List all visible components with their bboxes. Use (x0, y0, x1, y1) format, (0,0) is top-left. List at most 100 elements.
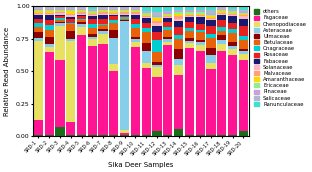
Bar (120, 20, 129, 21)
Bar (131, 24, 140, 28)
Bar (239, 40, 248, 49)
Bar (142, 23, 151, 28)
Bar (239, 6, 248, 10)
Bar (207, 135, 216, 136)
Bar (120, 21, 129, 130)
Bar (109, 7, 119, 9)
Bar (34, 13, 43, 14)
Bar (34, 27, 43, 32)
Bar (55, 26, 65, 60)
Bar (142, 17, 151, 18)
Bar (217, 44, 227, 51)
Bar (163, 12, 173, 14)
Bar (239, 25, 248, 36)
Bar (99, 19, 108, 24)
Bar (109, 135, 119, 136)
Bar (55, 10, 65, 11)
Bar (45, 7, 54, 9)
Bar (217, 13, 227, 14)
Bar (228, 6, 237, 9)
Bar (142, 43, 151, 51)
Bar (131, 36, 140, 39)
Bar (207, 18, 216, 19)
Bar (142, 68, 151, 135)
Bar (45, 15, 54, 20)
Bar (77, 28, 86, 35)
Bar (207, 34, 216, 38)
Bar (239, 51, 248, 54)
Bar (153, 52, 162, 62)
Bar (174, 65, 183, 75)
Bar (34, 19, 43, 23)
Bar (131, 135, 140, 136)
Bar (66, 31, 75, 39)
Bar (120, 14, 129, 15)
Bar (131, 9, 140, 10)
Bar (153, 18, 162, 21)
Bar (77, 7, 86, 9)
Bar (55, 13, 65, 15)
Bar (185, 10, 194, 11)
Bar (207, 16, 216, 18)
Bar (77, 135, 86, 136)
Bar (66, 122, 75, 135)
Bar (99, 29, 108, 31)
Bar (88, 24, 97, 28)
Bar (120, 16, 129, 17)
Bar (109, 64, 119, 71)
Bar (66, 135, 75, 136)
Bar (99, 24, 108, 25)
Bar (142, 6, 151, 11)
Bar (34, 120, 43, 135)
Bar (34, 15, 43, 19)
Bar (174, 16, 183, 19)
Bar (217, 40, 227, 44)
Bar (174, 11, 183, 12)
Bar (131, 11, 140, 13)
Bar (228, 10, 237, 11)
Bar (55, 9, 65, 10)
Bar (55, 22, 65, 23)
Bar (163, 18, 173, 22)
Bar (99, 6, 108, 7)
Bar (207, 55, 216, 63)
Bar (217, 20, 227, 27)
Bar (174, 21, 183, 28)
Bar (142, 28, 151, 32)
Bar (99, 31, 108, 34)
Bar (99, 11, 108, 12)
Bar (239, 49, 248, 51)
Bar (45, 37, 54, 44)
Bar (207, 19, 216, 20)
Bar (120, 9, 129, 10)
Bar (196, 45, 205, 51)
Bar (228, 49, 237, 55)
Bar (88, 28, 97, 34)
Bar (153, 62, 162, 64)
Bar (55, 23, 65, 26)
Bar (239, 17, 248, 19)
Bar (120, 133, 129, 135)
Bar (109, 16, 119, 20)
Bar (174, 75, 183, 129)
Bar (217, 15, 227, 20)
Bar (55, 6, 65, 7)
Bar (153, 16, 162, 17)
Bar (174, 129, 183, 136)
Bar (34, 135, 43, 136)
Bar (109, 30, 119, 38)
Bar (142, 18, 151, 23)
Bar (34, 6, 43, 7)
Bar (34, 38, 43, 41)
Bar (88, 14, 97, 15)
Bar (142, 63, 151, 68)
Bar (88, 15, 97, 16)
Bar (55, 11, 65, 12)
Bar (34, 41, 43, 120)
Bar (34, 11, 43, 13)
Bar (55, 16, 65, 18)
Bar (174, 39, 183, 49)
Bar (66, 23, 75, 24)
Bar (163, 6, 173, 11)
Bar (120, 130, 129, 133)
